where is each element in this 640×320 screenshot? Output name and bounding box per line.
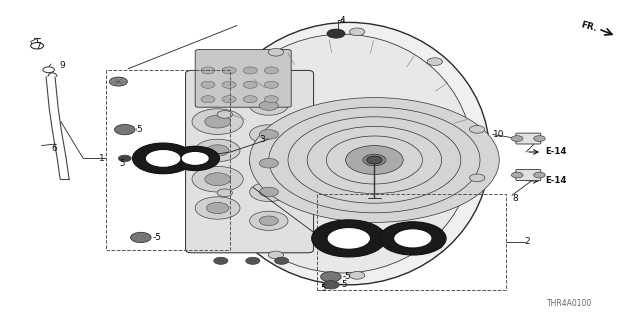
Circle shape	[118, 155, 131, 162]
Circle shape	[222, 81, 236, 88]
Circle shape	[214, 257, 228, 264]
FancyBboxPatch shape	[516, 170, 541, 180]
Text: 3: 3	[259, 135, 265, 144]
Circle shape	[195, 139, 240, 162]
Circle shape	[217, 189, 232, 196]
Circle shape	[201, 96, 215, 103]
Text: 5: 5	[321, 284, 326, 293]
Text: E-14: E-14	[545, 176, 567, 185]
FancyBboxPatch shape	[195, 50, 291, 107]
Text: -5: -5	[152, 233, 161, 242]
Text: 2: 2	[525, 237, 531, 246]
Circle shape	[115, 124, 135, 135]
Circle shape	[511, 136, 523, 141]
Circle shape	[288, 117, 461, 203]
Circle shape	[259, 130, 278, 139]
Text: 6: 6	[51, 144, 57, 153]
Circle shape	[323, 281, 339, 289]
Circle shape	[243, 67, 257, 74]
Circle shape	[312, 220, 386, 257]
Circle shape	[264, 96, 278, 103]
Text: FR.: FR.	[579, 21, 598, 34]
Circle shape	[326, 136, 422, 184]
Circle shape	[131, 232, 151, 243]
Circle shape	[427, 242, 442, 249]
Circle shape	[246, 257, 260, 264]
Text: -5: -5	[342, 272, 351, 281]
Circle shape	[327, 29, 345, 38]
Circle shape	[217, 111, 232, 118]
Circle shape	[346, 146, 403, 174]
Circle shape	[269, 107, 480, 213]
Circle shape	[109, 77, 127, 86]
Text: 9: 9	[60, 61, 65, 70]
Circle shape	[207, 145, 229, 156]
Circle shape	[327, 228, 371, 249]
Circle shape	[259, 216, 278, 226]
Circle shape	[427, 58, 442, 66]
Circle shape	[243, 96, 257, 103]
Bar	[317, 194, 506, 290]
Text: 4: 4	[339, 16, 345, 25]
Circle shape	[470, 174, 485, 182]
Circle shape	[201, 67, 215, 74]
Circle shape	[250, 125, 288, 144]
Circle shape	[264, 81, 278, 88]
Text: 1: 1	[99, 154, 105, 163]
Circle shape	[380, 222, 446, 255]
Circle shape	[268, 251, 284, 259]
Circle shape	[243, 81, 257, 88]
Circle shape	[470, 125, 485, 133]
Text: 10: 10	[493, 130, 504, 139]
Circle shape	[250, 96, 288, 115]
Text: 5: 5	[136, 125, 142, 134]
FancyBboxPatch shape	[186, 70, 314, 253]
Circle shape	[132, 143, 194, 174]
Text: THR4A0100: THR4A0100	[547, 299, 593, 308]
Circle shape	[195, 197, 240, 219]
Circle shape	[259, 158, 278, 168]
Circle shape	[321, 272, 341, 282]
Circle shape	[250, 154, 288, 173]
Circle shape	[250, 211, 288, 230]
Circle shape	[250, 98, 499, 222]
Circle shape	[145, 149, 181, 167]
Circle shape	[259, 101, 278, 110]
Circle shape	[207, 202, 229, 214]
Circle shape	[31, 43, 44, 49]
Text: 7: 7	[35, 42, 41, 51]
Circle shape	[171, 146, 220, 171]
Circle shape	[201, 81, 215, 88]
Circle shape	[268, 48, 284, 56]
FancyBboxPatch shape	[516, 133, 541, 144]
Ellipse shape	[208, 22, 490, 285]
Bar	[106, 70, 230, 250]
Text: 5: 5	[120, 159, 125, 168]
Circle shape	[181, 151, 209, 165]
Text: E-14: E-14	[545, 148, 567, 156]
Ellipse shape	[213, 34, 472, 273]
Circle shape	[307, 126, 442, 194]
Circle shape	[275, 257, 289, 264]
Circle shape	[192, 166, 243, 192]
Circle shape	[394, 229, 432, 248]
Circle shape	[363, 154, 386, 166]
Circle shape	[349, 28, 365, 36]
Circle shape	[192, 109, 243, 134]
Circle shape	[534, 172, 545, 178]
Circle shape	[511, 172, 523, 178]
Circle shape	[367, 156, 382, 164]
Circle shape	[349, 272, 365, 279]
Text: -5: -5	[339, 280, 348, 289]
Circle shape	[250, 182, 288, 202]
Circle shape	[264, 67, 278, 74]
Circle shape	[205, 115, 230, 128]
Circle shape	[259, 187, 278, 197]
Circle shape	[205, 173, 230, 186]
Text: 8: 8	[512, 194, 518, 203]
Circle shape	[43, 67, 54, 73]
Circle shape	[222, 96, 236, 103]
Circle shape	[534, 136, 545, 141]
Circle shape	[222, 67, 236, 74]
